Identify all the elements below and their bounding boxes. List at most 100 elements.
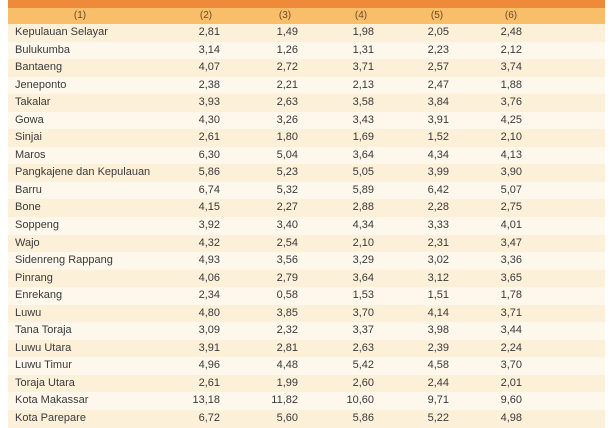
value-cell: 3,02 <box>427 254 449 267</box>
table-row: Takalar 3,93 2,63 3,58 3,84 3,76 <box>8 94 605 112</box>
table-row: Sidenreng Rappang 4,93 3,56 3,29 3,02 3,36 <box>8 252 605 270</box>
value-cell: 3,90 <box>500 166 522 179</box>
regency-name: Soppeng <box>15 219 60 232</box>
value-cell: 4,25 <box>500 113 522 126</box>
value-cell: 3,58 <box>352 96 374 109</box>
value-cell: 3,70 <box>500 359 522 372</box>
value-cell: 1,78 <box>500 289 522 302</box>
value-cell: 2,81 <box>276 341 298 354</box>
regency-name: Kepulauan Selayar <box>15 26 108 38</box>
value-cell: 2,10 <box>500 131 522 144</box>
value-cell: 3,36 <box>500 254 522 267</box>
value-cell: 3,84 <box>427 96 449 109</box>
value-cell: 3,64 <box>352 271 374 284</box>
table-row: Tana Toraja 3,09 2,32 3,37 3,98 3,44 <box>8 322 605 340</box>
value-cell: 6,72 <box>198 412 220 425</box>
regency-name: Barru <box>15 183 42 196</box>
value-cell: 3,56 <box>276 254 298 267</box>
value-cell: 2,32 <box>276 324 298 337</box>
regency-name: Luwu Timur <box>15 359 72 372</box>
value-cell: 1,99 <box>276 376 298 389</box>
regency-name: Bone <box>15 201 41 214</box>
table-row: Maros 6,30 5,04 3,64 4,34 4,13 <box>8 146 605 165</box>
value-cell: 5,22 <box>427 412 449 425</box>
regency-name: Sinjai <box>15 131 42 144</box>
value-cell: 2,21 <box>276 78 298 91</box>
table-row: Jeneponto 2,38 2,21 2,13 2,47 1,88 <box>8 76 605 95</box>
table-row: Bulukumba 3,14 1,26 1,31 2,23 2,12 <box>8 41 605 60</box>
value-cell: 0,58 <box>276 289 298 302</box>
value-cell: 2,24 <box>500 341 522 354</box>
value-cell: 4,48 <box>276 359 298 372</box>
table-row: Enrekang 2,34 0,58 1,53 1,51 1,78 <box>8 287 605 305</box>
value-cell: 3,71 <box>352 61 374 74</box>
table-row: Luwu 4,80 3,85 3,70 4,14 3,71 <box>8 304 605 323</box>
value-cell: 5,86 <box>198 166 220 179</box>
regency-name: Bulukumba <box>15 43 71 56</box>
header-col-4: (4) <box>354 10 368 21</box>
table-row: Kepulauan Selayar 2,81 1,49 1,98 2,05 2,48 <box>8 24 605 42</box>
table-row: Bone 4,15 2,27 2,88 2,28 2,75 <box>8 199 605 218</box>
value-cell: 5,86 <box>352 412 374 425</box>
value-cell: 3,91 <box>427 113 449 126</box>
value-cell: 5,07 <box>500 183 522 196</box>
regency-name: Maros <box>15 148 46 161</box>
value-cell: 2,72 <box>276 61 298 74</box>
data-table: Kepulauan Selayar 2,81 1,49 1,98 2,05 2,48 Bul… <box>8 24 605 428</box>
value-cell: 3,74 <box>500 61 522 74</box>
value-cell: 3,92 <box>198 219 220 232</box>
value-cell: 3,93 <box>198 96 220 109</box>
value-cell: 3,29 <box>352 254 374 267</box>
value-cell: 2,63 <box>352 341 374 354</box>
value-cell: 2,79 <box>276 271 298 284</box>
value-cell: 3,44 <box>500 324 522 337</box>
table-row: Luwu Utara 3,91 2,81 2,63 2,39 2,24 <box>8 339 605 358</box>
value-cell: 3,70 <box>352 306 374 319</box>
value-cell: 3,98 <box>427 324 449 337</box>
table-row: Bantaeng 4,07 2,72 3,71 2,57 3,74 <box>8 59 605 77</box>
regency-name: Pangkajene dan Kepulauan <box>15 166 151 179</box>
table-row: Kota Makassar 13,18 11,82 10,60 9,71 9,60 <box>8 392 605 411</box>
value-cell: 6,30 <box>198 148 220 161</box>
value-cell: 1,80 <box>276 131 298 144</box>
value-cell: 2,12 <box>500 43 522 56</box>
value-cell: 9,60 <box>500 394 522 407</box>
value-cell: 3,99 <box>427 166 449 179</box>
regency-name: Takalar <box>15 96 51 109</box>
value-cell: 3,12 <box>427 271 449 284</box>
value-cell: 2,57 <box>427 61 449 74</box>
value-cell: 2,75 <box>500 201 522 214</box>
regency-name: Jeneponto <box>15 78 67 91</box>
value-cell: 6,74 <box>198 183 220 196</box>
regency-name: Wajo <box>15 236 40 249</box>
value-cell: 2,23 <box>427 43 449 56</box>
value-cell: 4,15 <box>198 201 220 214</box>
value-cell: 1,69 <box>352 131 374 144</box>
value-cell: 4,07 <box>198 61 220 74</box>
value-cell: 4,01 <box>500 219 522 232</box>
regency-name: Luwu <box>15 306 42 319</box>
table-row: Barru 6,74 5,32 5,89 6,42 5,07 <box>8 181 605 200</box>
value-cell: 2,13 <box>352 78 374 91</box>
value-cell: 1,31 <box>352 43 374 56</box>
value-cell: 3,09 <box>198 324 220 337</box>
regency-name: Bantaeng <box>15 61 63 74</box>
value-cell: 2,31 <box>427 236 449 249</box>
value-cell: 1,51 <box>427 289 449 302</box>
value-cell: 2,34 <box>198 289 220 302</box>
value-cell: 3,76 <box>500 96 522 109</box>
value-cell: 3,43 <box>352 113 374 126</box>
header-col-6: (6) <box>504 10 518 21</box>
value-cell: 2,44 <box>427 376 449 389</box>
value-cell: 3,64 <box>352 148 374 161</box>
value-cell: 2,47 <box>427 78 449 91</box>
value-cell: 4,13 <box>500 148 522 161</box>
table-row: Soppeng 3,92 3,40 4,34 3,33 4,01 <box>8 217 605 235</box>
regency-name: Kota Makassar <box>15 394 89 407</box>
title-band <box>8 0 605 8</box>
table-row: Pinrang 4,06 2,79 3,64 3,12 3,65 <box>8 269 605 288</box>
value-cell: 2,48 <box>500 26 522 38</box>
value-cell: 2,27 <box>276 201 298 214</box>
value-cell: 1,26 <box>276 43 298 56</box>
value-cell: 10,60 <box>346 394 374 407</box>
